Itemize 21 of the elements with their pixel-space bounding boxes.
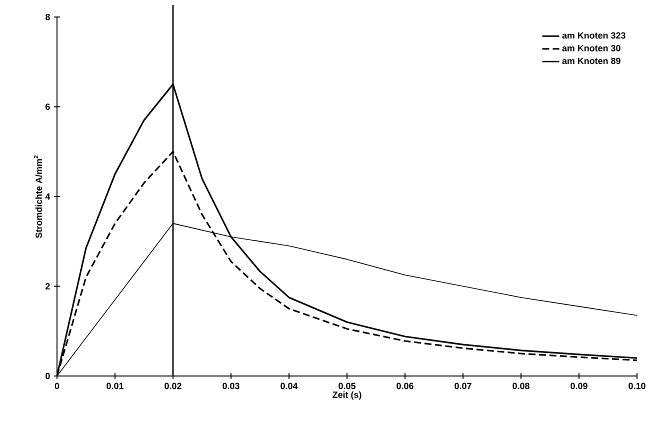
x-tick-label: 0.07 [454, 382, 472, 390]
x-tick-label: 0.06 [396, 382, 414, 390]
y-tick-label: 0 [46, 372, 50, 380]
x-tick-label: 0 [54, 382, 60, 390]
y-tick-label: 6 [46, 104, 50, 110]
x-tick-label: 0.04 [280, 382, 298, 390]
y-axis-title: Stromdichte A/mm$^{2}$ [34, 155, 42, 238]
legend-label: am Knoten 89 [562, 58, 620, 64]
x-tick-label: 0.10 [628, 382, 646, 390]
x-tick-label: 0.08 [512, 382, 530, 390]
x-tick-label: 0.02 [164, 382, 182, 390]
x-tick-label: 0.09 [570, 382, 588, 390]
legend-label: am Knoten 323 [562, 32, 626, 39]
y-tick-label: 8 [45, 14, 50, 20]
legend-label: am Knoten 30 [562, 44, 620, 52]
x-tick-label: 0.01 [106, 382, 124, 390]
y-tick-label: 2 [46, 283, 50, 290]
x-axis-title: Zeit (s) [332, 391, 362, 400]
y-tick-label: 4 [45, 193, 50, 200]
x-tick-label: 0.05 [338, 382, 356, 390]
x-tick-label: 0.03 [222, 382, 240, 390]
